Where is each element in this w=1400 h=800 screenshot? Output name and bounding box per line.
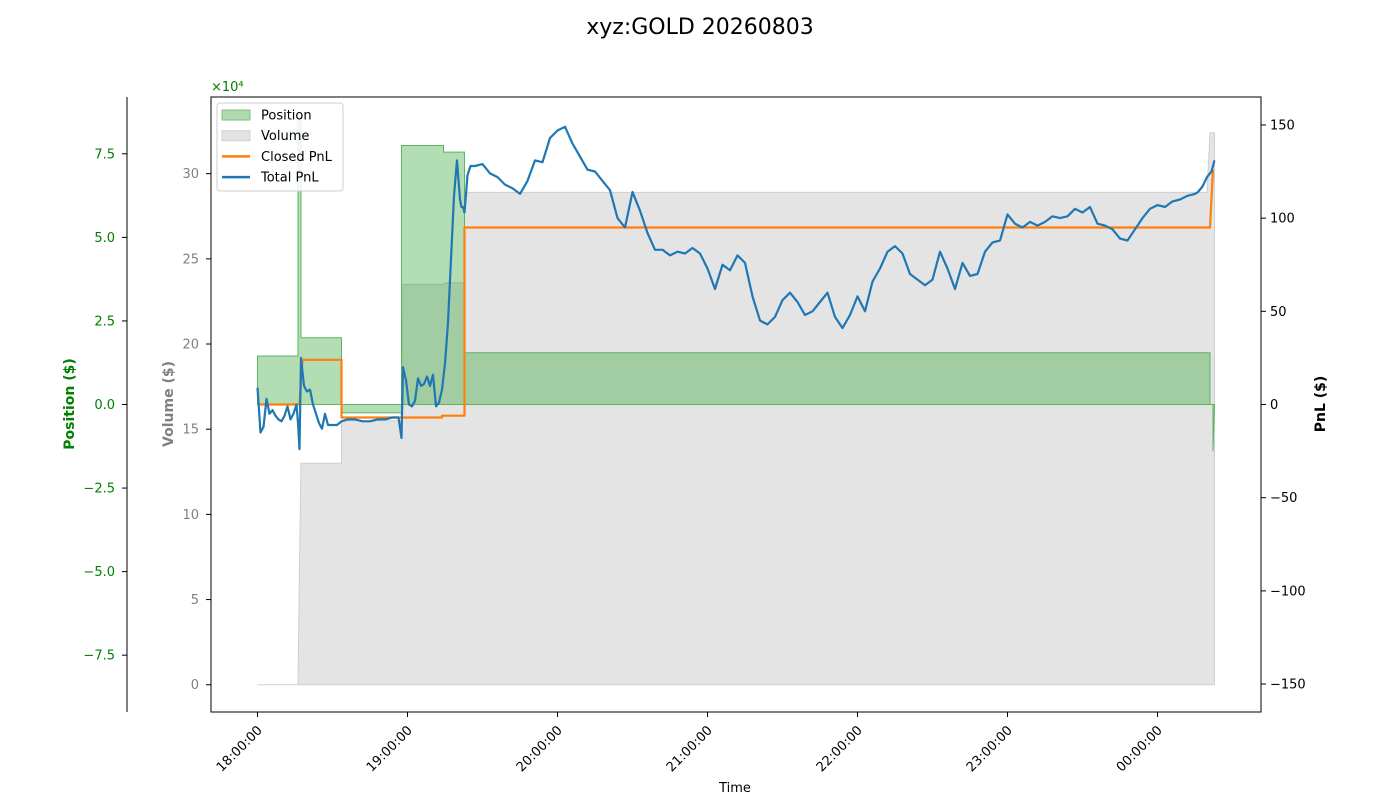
pnl-tick-label: −150: [1270, 678, 1306, 693]
x-tick-label: 18:00:00: [214, 723, 266, 775]
pnl-tick-label: 50: [1270, 305, 1287, 320]
volume-tick-label: 25: [182, 252, 199, 267]
volume-tick-label: 0: [191, 678, 199, 693]
position-axis-label: Position ($): [62, 358, 78, 450]
pnl-axis-label: PnL ($): [1313, 376, 1329, 433]
x-tick-label: 00:00:00: [1114, 723, 1166, 775]
chart-title: xyz:GOLD 20260803: [586, 15, 814, 40]
volume-tick-label: 20: [182, 338, 199, 353]
position-tick-label: 7.5: [94, 147, 115, 162]
volume-tick-label: 5: [191, 593, 199, 608]
position-tick-label: −2.5: [83, 482, 115, 497]
x-tick-label: 20:00:00: [514, 723, 566, 775]
position-scale-label: ×10⁴: [211, 80, 244, 95]
position-tick-label: 5.0: [94, 231, 115, 246]
legend-volume-label: Volume: [261, 129, 309, 144]
pnl-tick-label: 0: [1270, 398, 1278, 413]
position-tick-label: 0.0: [94, 398, 115, 413]
volume-tick-label: 30: [182, 167, 199, 182]
x-axis-label: Time: [718, 781, 751, 796]
legend-volume-swatch: [221, 130, 251, 142]
legend-box: [216, 102, 344, 192]
x-tick-label: 21:00:00: [664, 723, 716, 775]
legend-closed-pnl-label: Closed PnL: [261, 150, 333, 165]
x-tick-label: 23:00:00: [964, 723, 1016, 775]
legend: Position Volume Closed PnL Total PnL: [216, 102, 344, 192]
x-tick-label: 19:00:00: [364, 723, 416, 775]
pnl-tick-label: −50: [1270, 491, 1297, 506]
volume-area: [257, 132, 1215, 686]
pnl-tick-label: 150: [1270, 118, 1295, 133]
volume-axis-label: Volume ($): [161, 361, 177, 447]
volume-tick-label: 15: [182, 423, 199, 438]
legend-total-pnl-label: Total PnL: [260, 171, 319, 186]
legend-position-swatch: [221, 109, 251, 121]
pnl-tick-label: −100: [1270, 584, 1306, 599]
position-tick-label: −7.5: [83, 649, 115, 664]
x-tick-label: 22:00:00: [814, 723, 866, 775]
position-tick-label: −5.0: [83, 565, 115, 580]
total-pnl-line: [256, 125, 1216, 451]
series-layer: [256, 116, 1216, 686]
pnl-tick-label: 100: [1270, 212, 1295, 227]
legend-position-label: Position: [261, 109, 312, 124]
volume-tick-label: 10: [182, 508, 199, 523]
position-tick-label: 2.5: [94, 314, 115, 329]
